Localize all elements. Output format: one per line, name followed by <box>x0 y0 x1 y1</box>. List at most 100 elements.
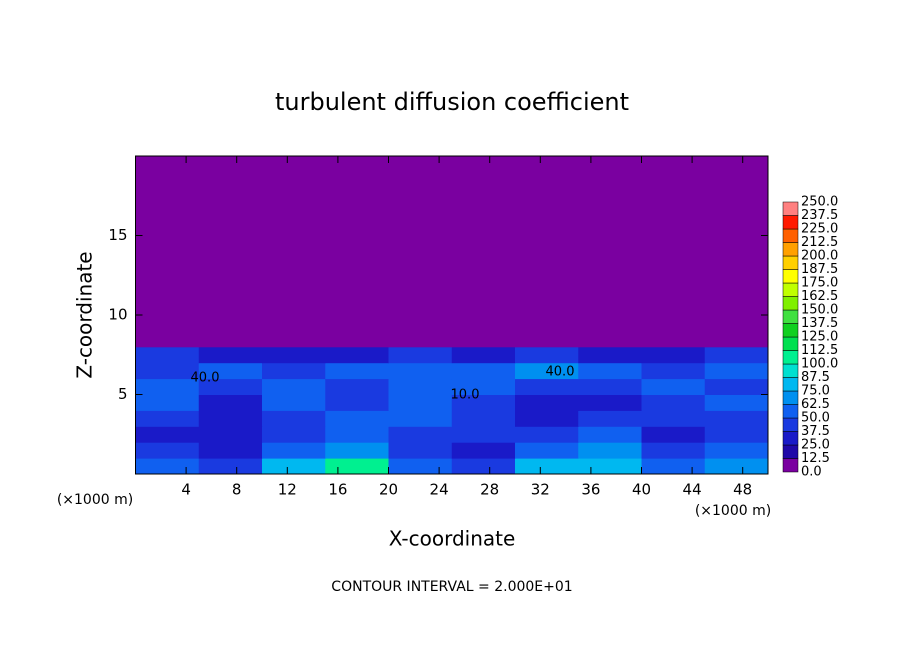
field-cell <box>641 156 706 348</box>
field-cell <box>451 362 516 380</box>
colorbar-swatch <box>782 269 799 284</box>
colorbar-label: 237.5 <box>801 208 838 223</box>
field-cell <box>262 362 326 380</box>
y-tick-label: 10 <box>108 306 127 324</box>
colorbar-swatch <box>782 215 799 230</box>
field-cell <box>198 346 263 364</box>
field-cell <box>704 346 769 364</box>
field-cell <box>262 442 326 459</box>
field-cell <box>198 410 263 427</box>
colorbar-swatch <box>782 323 799 338</box>
colorbar-label: 225.0 <box>801 222 838 237</box>
field-cell <box>578 394 642 411</box>
field-cell <box>262 156 326 348</box>
colorbar-label: 25.0 <box>801 438 830 453</box>
colorbar-label: 250.0 <box>801 195 838 210</box>
colorbar-label: 125.0 <box>801 330 838 345</box>
field-cell <box>135 394 200 411</box>
field-cell <box>641 410 706 427</box>
colorbar-label: 87.5 <box>801 370 830 385</box>
colorbar-label: 175.0 <box>801 276 838 291</box>
field-cell <box>578 378 642 395</box>
field-cell <box>325 442 389 459</box>
x-tick-label: 36 <box>581 481 600 499</box>
contour-label: 10.0 <box>451 388 480 403</box>
x-tick-label: 28 <box>480 481 499 499</box>
colorbar-swatch <box>782 431 799 446</box>
footnote: CONTOUR INTERVAL = 2.000E+01 <box>331 579 572 595</box>
field-cell <box>325 394 389 411</box>
colorbar-label: 200.0 <box>801 249 838 264</box>
field-cell <box>641 458 706 475</box>
colorbar-label: 150.0 <box>801 303 838 318</box>
x-tick-label: 16 <box>328 481 347 499</box>
field-cell <box>515 442 579 459</box>
x-tick-label: 44 <box>683 481 702 499</box>
colorbar-label: 50.0 <box>801 411 830 426</box>
x-tick-label: 48 <box>733 481 752 499</box>
y-tick-label: 5 <box>118 385 128 403</box>
field-cell <box>262 346 326 364</box>
field-cell <box>325 458 389 475</box>
field-cell <box>388 426 453 443</box>
chart-title: turbulent diffusion coefficient <box>275 88 629 116</box>
y-tick-label: 15 <box>108 226 127 244</box>
field-cell <box>262 394 326 411</box>
field-cell <box>198 426 263 443</box>
colorbar-swatch <box>782 296 799 311</box>
field-cell <box>515 156 579 348</box>
colorbar-swatch <box>782 390 799 405</box>
field-cell <box>325 378 389 395</box>
field-cell <box>641 362 706 380</box>
field-cell <box>198 378 263 395</box>
field-cell <box>641 426 706 443</box>
colorbar-swatch <box>782 201 799 216</box>
field-cell <box>451 410 516 427</box>
colorbar-swatch <box>782 404 799 419</box>
colorbar-swatch <box>782 444 799 459</box>
contour-label: 40.0 <box>191 371 220 386</box>
field-cell <box>515 378 579 395</box>
field-cell <box>641 394 706 411</box>
x-tick-label: 12 <box>278 481 297 499</box>
field-cell <box>515 362 579 380</box>
field-cell <box>704 426 769 443</box>
field-cell <box>451 442 516 459</box>
field-cell <box>515 458 579 475</box>
field-cell <box>578 426 642 443</box>
field-cell <box>198 394 263 411</box>
field-cell <box>135 442 200 459</box>
field-cell <box>135 378 200 395</box>
field-cell <box>641 346 706 364</box>
colorbar-label: 62.5 <box>801 397 830 412</box>
x-axis-label: X-coordinate <box>389 527 516 551</box>
field-cell <box>135 426 200 443</box>
field-cell <box>325 156 389 348</box>
field-cell <box>262 410 326 427</box>
colorbar-swatch <box>782 458 799 473</box>
field-cell <box>262 426 326 443</box>
field-cell <box>135 156 200 348</box>
colorbar-swatch <box>782 363 799 378</box>
colorbar-label: 212.5 <box>801 235 838 250</box>
field-cell <box>388 378 453 395</box>
field-cell <box>198 458 263 475</box>
field-cell <box>578 410 642 427</box>
field-cell <box>198 156 263 348</box>
field-cell <box>578 156 642 348</box>
field-cell <box>451 156 516 348</box>
field-cell <box>704 156 769 348</box>
field-cell <box>135 346 200 364</box>
field-cell <box>515 426 579 443</box>
field-cell <box>262 378 326 395</box>
field-cell <box>325 346 389 364</box>
x-unit: (×1000 m) <box>695 503 771 519</box>
colorbar-swatch <box>782 350 799 365</box>
field-cell <box>451 426 516 443</box>
colorbar-label: 162.5 <box>801 289 838 304</box>
colorbar-label: 37.5 <box>801 424 830 439</box>
x-tick-label: 8 <box>232 481 242 499</box>
colorbar-swatch <box>782 255 799 270</box>
colorbar-swatch <box>782 309 799 324</box>
field-cell <box>515 410 579 427</box>
